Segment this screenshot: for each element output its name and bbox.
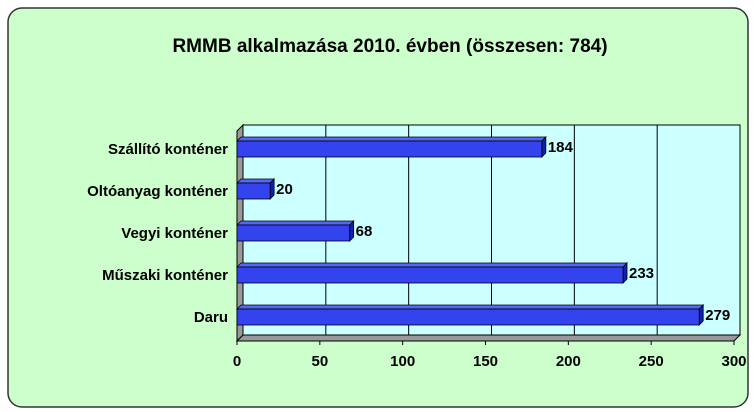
- bar-side: [349, 220, 355, 242]
- value-label: 184: [548, 139, 574, 156]
- bar: [236, 224, 351, 242]
- bar: [236, 140, 543, 158]
- floor: [235, 334, 742, 342]
- bar-side: [269, 178, 275, 200]
- y-tick-label: Szállító konténer: [108, 141, 228, 158]
- x-tick-label: 0: [233, 353, 241, 370]
- bar-top: [236, 304, 705, 310]
- bar-side: [622, 262, 628, 284]
- bar: [236, 182, 271, 200]
- y-tick-label: Vegyi konténer: [121, 225, 228, 242]
- bar-top: [236, 178, 276, 184]
- value-label: 20: [276, 181, 293, 198]
- bar-side: [541, 136, 547, 158]
- x-tick-label: 150: [473, 353, 498, 370]
- y-tick-label: Oltóanyag konténer: [87, 183, 228, 200]
- y-tick-label: Műszaki konténer: [102, 267, 228, 284]
- y-tick-label: Daru: [194, 309, 228, 326]
- x-tick-label: 50: [311, 353, 328, 370]
- bar: [236, 308, 700, 326]
- bar-top: [236, 220, 355, 226]
- x-tick-label: 300: [721, 353, 746, 370]
- value-label: 233: [629, 265, 654, 282]
- value-label: 279: [705, 307, 730, 324]
- bar: [236, 266, 624, 284]
- x-tick-label: 200: [556, 353, 581, 370]
- x-tick-label: 250: [639, 353, 664, 370]
- x-tick-label: 100: [390, 353, 415, 370]
- bar-top: [236, 136, 547, 142]
- bar-top: [236, 262, 628, 268]
- chart-title: RMMB alkalmazása 2010. évben (összesen: …: [172, 36, 607, 57]
- bar-side: [698, 304, 704, 326]
- value-label: 68: [356, 223, 373, 240]
